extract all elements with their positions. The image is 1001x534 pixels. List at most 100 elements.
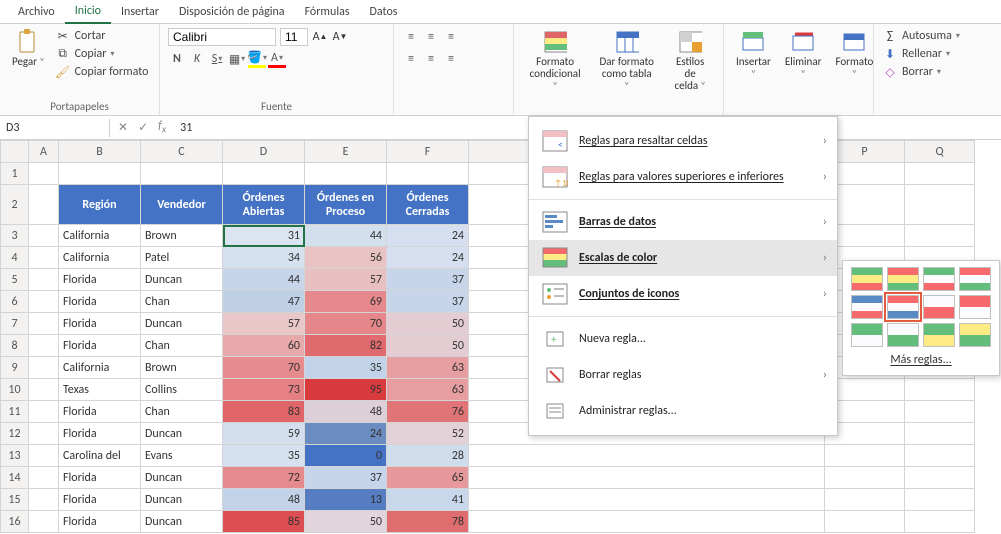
color-scale-option[interactable] bbox=[887, 295, 919, 319]
col-header[interactable]: B bbox=[59, 141, 141, 163]
color-scale-option[interactable] bbox=[851, 295, 883, 319]
cell[interactable] bbox=[29, 511, 59, 533]
cut-button[interactable]: ✂Cortar bbox=[55, 28, 149, 44]
row-header[interactable]: 14 bbox=[1, 467, 29, 489]
cell[interactable] bbox=[29, 401, 59, 423]
fill-button[interactable]: ⬇Rellenar▾ bbox=[882, 46, 960, 62]
cell[interactable]: 82 bbox=[305, 335, 387, 357]
cell[interactable] bbox=[29, 467, 59, 489]
cell[interactable]: 13 bbox=[305, 489, 387, 511]
table-header-cell[interactable]: Vendedor bbox=[141, 185, 223, 225]
cell[interactable]: 78 bbox=[387, 511, 469, 533]
cell[interactable]: 48 bbox=[223, 489, 305, 511]
cell[interactable]: 31 bbox=[223, 225, 305, 247]
cell[interactable]: Duncan bbox=[141, 489, 223, 511]
cell[interactable]: Florida bbox=[59, 401, 141, 423]
shrink-font-icon[interactable]: A▼ bbox=[332, 29, 348, 45]
cell[interactable] bbox=[905, 401, 975, 423]
cell[interactable] bbox=[469, 445, 825, 467]
color-scale-option[interactable] bbox=[959, 295, 991, 319]
cell[interactable]: Duncan bbox=[141, 313, 223, 335]
color-scale-option[interactable] bbox=[923, 295, 955, 319]
italic-button[interactable]: K bbox=[188, 50, 206, 68]
col-header[interactable]: E bbox=[305, 141, 387, 163]
cell[interactable]: 63 bbox=[387, 357, 469, 379]
cell[interactable] bbox=[905, 225, 975, 247]
cell[interactable] bbox=[387, 163, 469, 185]
font-size-input[interactable] bbox=[280, 28, 308, 46]
row-header[interactable]: 15 bbox=[1, 489, 29, 511]
delete-cells-button[interactable]: Eliminar bbox=[781, 28, 826, 82]
cell[interactable] bbox=[29, 291, 59, 313]
cell[interactable]: Chan bbox=[141, 335, 223, 357]
autosum-button[interactable]: ∑Autosuma▾ bbox=[882, 28, 960, 44]
menu-icon-sets[interactable]: Conjuntos de iconos › bbox=[529, 276, 837, 312]
row-header[interactable]: 3 bbox=[1, 225, 29, 247]
color-scale-option[interactable] bbox=[959, 267, 991, 291]
cell[interactable] bbox=[29, 163, 59, 185]
cell[interactable]: 76 bbox=[387, 401, 469, 423]
cell[interactable]: 57 bbox=[223, 313, 305, 335]
cell[interactable] bbox=[29, 269, 59, 291]
cell[interactable]: Florida bbox=[59, 291, 141, 313]
cell[interactable]: 41 bbox=[387, 489, 469, 511]
cell[interactable]: Florida bbox=[59, 423, 141, 445]
cell[interactable]: 73 bbox=[223, 379, 305, 401]
name-box[interactable]: D3 bbox=[0, 119, 110, 137]
paste-button[interactable]: Pegar bbox=[8, 28, 49, 70]
cell[interactable]: 47 bbox=[223, 291, 305, 313]
cell[interactable]: 24 bbox=[305, 423, 387, 445]
cell[interactable]: Duncan bbox=[141, 467, 223, 489]
col-header[interactable]: Q bbox=[905, 141, 975, 163]
cell[interactable]: 28 bbox=[387, 445, 469, 467]
cell[interactable]: Florida bbox=[59, 313, 141, 335]
menu-clear-rules[interactable]: Borrar reglas › bbox=[529, 357, 837, 393]
color-scale-option[interactable] bbox=[959, 323, 991, 347]
fill-color-button[interactable]: 🪣 bbox=[248, 50, 266, 68]
cell[interactable]: Florida bbox=[59, 335, 141, 357]
menu-datos[interactable]: Datos bbox=[360, 1, 408, 23]
menu-insertar[interactable]: Insertar bbox=[111, 1, 169, 23]
cell[interactable]: Florida bbox=[59, 511, 141, 533]
cell[interactable]: 50 bbox=[387, 313, 469, 335]
cell[interactable]: 24 bbox=[387, 225, 469, 247]
align-left-icon[interactable]: ≡ bbox=[402, 50, 420, 68]
bold-button[interactable]: N bbox=[168, 50, 186, 68]
cell[interactable]: Florida bbox=[59, 489, 141, 511]
cell[interactable]: 85 bbox=[223, 511, 305, 533]
menu-disposicion[interactable]: Disposición de página bbox=[169, 1, 295, 23]
cell[interactable]: 65 bbox=[387, 467, 469, 489]
cell[interactable]: Chan bbox=[141, 291, 223, 313]
color-scale-option[interactable] bbox=[887, 267, 919, 291]
cell[interactable]: 37 bbox=[387, 291, 469, 313]
align-right-icon[interactable]: ≡ bbox=[442, 50, 460, 68]
cell[interactable] bbox=[29, 335, 59, 357]
insert-cells-button[interactable]: Insertar bbox=[732, 28, 775, 82]
format-painter-button[interactable]: 🖌Copiar formato bbox=[55, 64, 149, 80]
grow-font-icon[interactable]: A▲ bbox=[312, 29, 328, 45]
menu-inicio[interactable]: Inicio bbox=[65, 0, 111, 24]
cell[interactable]: 50 bbox=[387, 335, 469, 357]
cell[interactable]: 72 bbox=[223, 467, 305, 489]
cell[interactable]: Carolina del bbox=[59, 445, 141, 467]
cell[interactable]: 63 bbox=[387, 379, 469, 401]
color-scale-option[interactable] bbox=[923, 267, 955, 291]
cell[interactable]: Florida bbox=[59, 467, 141, 489]
cell[interactable]: 0 bbox=[305, 445, 387, 467]
cell[interactable] bbox=[905, 445, 975, 467]
menu-data-bars[interactable]: Barras de datos › bbox=[529, 204, 837, 240]
color-scale-option[interactable] bbox=[887, 323, 919, 347]
cell[interactable] bbox=[469, 511, 825, 533]
cell[interactable] bbox=[29, 423, 59, 445]
cell[interactable] bbox=[141, 163, 223, 185]
cell[interactable]: Patel bbox=[141, 247, 223, 269]
cell[interactable]: Brown bbox=[141, 357, 223, 379]
table-header-cell[interactable]: Región bbox=[59, 185, 141, 225]
cell[interactable]: 60 bbox=[223, 335, 305, 357]
cell[interactable] bbox=[29, 247, 59, 269]
cell[interactable]: California bbox=[59, 225, 141, 247]
cell[interactable]: Texas bbox=[59, 379, 141, 401]
menu-highlight-rules[interactable]: < Reglas para resaltar celdas › bbox=[529, 123, 837, 159]
cell[interactable] bbox=[59, 163, 141, 185]
cell[interactable] bbox=[825, 489, 905, 511]
